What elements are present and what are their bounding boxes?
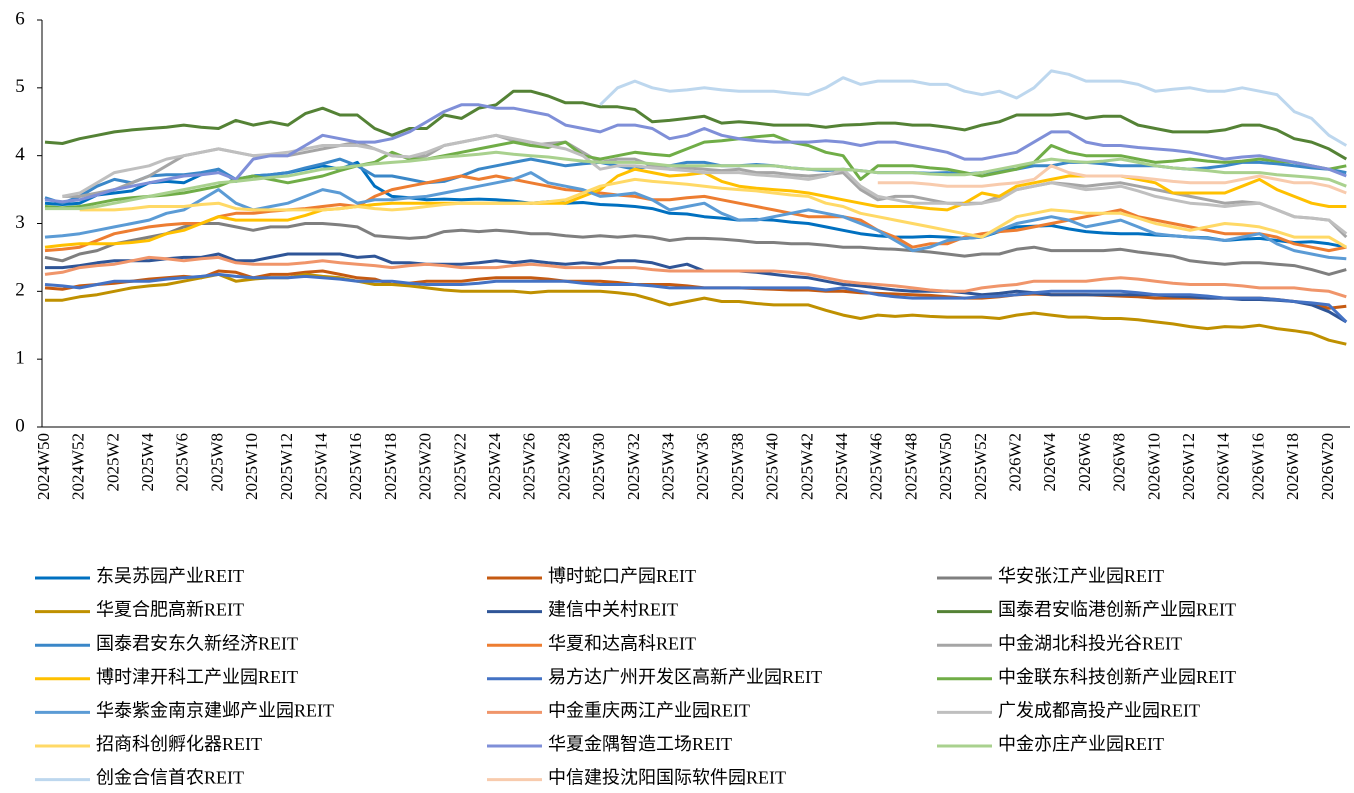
x-tick-label: 2025W52 (971, 433, 990, 500)
legend-label: 中金重庆两江产业园REIT (548, 701, 750, 721)
y-tick-label: 0 (15, 415, 25, 436)
series-line (44, 171, 1347, 261)
x-tick-label: 2026W2 (1006, 433, 1025, 492)
series-line (44, 174, 1347, 253)
x-tick-label: 2025W8 (207, 433, 226, 492)
x-tick-label: 2025W20 (416, 433, 435, 500)
series-line (44, 255, 1347, 299)
series-line (44, 89, 1348, 161)
x-tick-label: 2024W52 (69, 433, 88, 500)
x-tick-label: 2025W2 (103, 433, 122, 492)
x-tick-label: 2025W22 (450, 433, 469, 500)
x-tick-label: 2025W50 (936, 433, 955, 500)
y-tick-label: 5 (15, 76, 25, 97)
x-tick-label: 2025W48 (901, 433, 920, 500)
x-tick-label: 2025W36 (693, 433, 712, 500)
legend-label: 建信中关村REIT (548, 600, 678, 620)
x-tick-label: 2024W50 (34, 433, 53, 500)
legend-label: 国泰君安临港创新产业园REIT (998, 600, 1236, 620)
y-tick-label: 6 (15, 8, 25, 29)
legend-label: 中金湖北科投光谷REIT (998, 633, 1182, 653)
x-tick-label: 2025W12 (277, 433, 296, 500)
y-tick-label: 1 (15, 348, 25, 369)
legend-label: 招商科创孵化器REIT (96, 734, 262, 754)
y-tick-label: 4 (15, 144, 25, 165)
legend-label: 博时蛇口产园REIT (548, 566, 696, 586)
x-tick-label: 2025W18 (381, 433, 400, 500)
legend-label: 中信建投沈阳国际软件园REIT (548, 768, 786, 788)
series-line (44, 103, 1347, 204)
x-tick-label: 2025W32 (624, 433, 643, 500)
legend-label: 华泰紫金南京建邺产业园REIT (96, 701, 334, 721)
series-line (45, 252, 1348, 324)
legend-label: 博时津开科工产业园REIT (96, 667, 298, 687)
x-tick-label: 2025W38 (728, 433, 747, 500)
y-tick-label: 2 (15, 280, 25, 301)
legend-label: 华夏合肥高新REIT (96, 600, 244, 620)
series-line (44, 157, 1347, 205)
legend-label: 创金合信首农REIT (96, 768, 244, 788)
series-line (599, 69, 1348, 147)
x-tick-label: 2025W46 (867, 433, 886, 500)
x-tick-label: 2026W20 (1318, 433, 1337, 500)
legend-label: 中金联东科技创新产业园REIT (998, 667, 1236, 687)
x-tick-label: 2026W18 (1283, 433, 1302, 500)
series-line (45, 272, 1347, 346)
legend-label: 东吴苏园产业REIT (96, 566, 244, 586)
legend-label: 华安张江产业园REIT (998, 566, 1164, 586)
legend-label: 广发成都高投产业园REIT (998, 701, 1200, 721)
legend-label: 华夏和达高科REIT (548, 633, 696, 653)
series-line (62, 133, 1348, 235)
x-tick-label: 2025W4 (138, 433, 157, 492)
series-line (45, 150, 1347, 211)
legend-label: 易方达广州开发区高新产业园REIT (548, 667, 822, 687)
x-tick-label: 2025W44 (832, 433, 851, 501)
x-tick-label: 2026W8 (1110, 433, 1129, 492)
x-tick-label: 2026W14 (1214, 433, 1233, 501)
x-tick-label: 2025W28 (554, 433, 573, 500)
legend-label: 华夏金隅智造工场REIT (548, 734, 732, 754)
x-tick-label: 2025W10 (242, 433, 261, 500)
series-line (877, 164, 1347, 195)
x-tick-label: 2025W34 (659, 433, 678, 501)
x-tick-label: 2026W6 (1075, 433, 1094, 492)
x-tick-label: 2025W24 (485, 433, 504, 501)
legend-label: 国泰君安东久新经济REIT (96, 633, 298, 653)
legend-label: 中金亦庄产业园REIT (998, 734, 1164, 754)
series-line (44, 222, 1347, 276)
x-tick-label: 2025W16 (346, 433, 365, 500)
x-tick-label: 2026W12 (1179, 433, 1198, 500)
x-tick-label: 2026W16 (1248, 433, 1267, 500)
y-tick-label: 3 (15, 212, 25, 233)
x-tick-label: 2025W6 (173, 433, 192, 492)
x-tick-label: 2025W40 (763, 433, 782, 500)
x-tick-label: 2025W30 (589, 433, 608, 500)
series-line (79, 177, 1348, 249)
x-tick-label: 2026W4 (1040, 433, 1059, 492)
x-tick-label: 2025W42 (797, 433, 816, 500)
series-line (44, 272, 1348, 323)
x-tick-label: 2025W26 (520, 433, 539, 500)
x-tick-label: 2026W10 (1144, 433, 1163, 500)
x-tick-label: 2025W14 (312, 433, 331, 501)
